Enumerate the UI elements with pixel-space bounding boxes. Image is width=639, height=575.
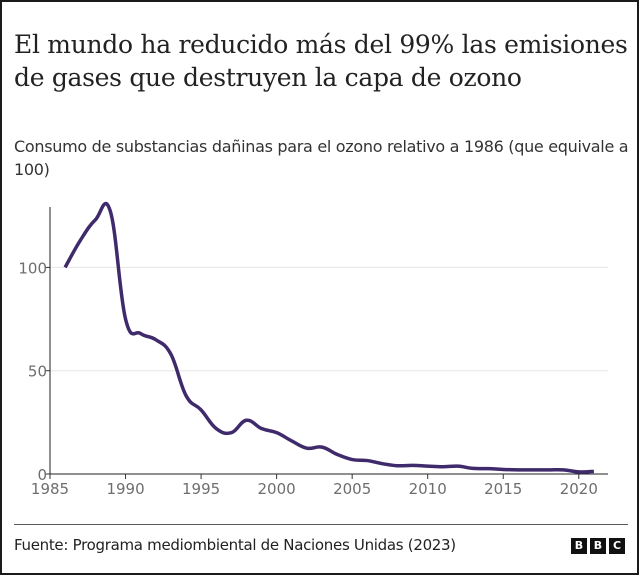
series-line [63,201,594,474]
source-note: Fuente: Programa mediombiental de Nacion… [14,536,456,554]
y-tick-label: 50 [28,363,47,381]
x-tick-label: 1990 [106,480,144,498]
x-tick-labels: 1985 1990 1995 2000 2005 2010 2015 2020 [31,480,598,498]
x-tick-label: 1995 [182,480,220,498]
y-tick-label: 100 [18,259,47,277]
x-tick-label: 2010 [409,480,447,498]
line-chart: 0 50 100 1985 1990 1995 2000 2005 2010 2015 2020 [18,201,608,498]
y-tick-labels: 0 50 100 [18,259,47,484]
chart-subtitle: Consumo de substancias dañinas para el o… [14,137,629,179]
chart-title: El mundo ha reducido más del 99% las emi… [14,30,628,92]
x-tick-label: 2005 [333,480,371,498]
x-tick-label: 2015 [484,480,522,498]
x-tick-label: 2000 [258,480,296,498]
footer-divider [14,524,628,525]
gridlines [50,266,608,372]
bbc-logo-block: B [590,538,606,554]
bbc-logo-block: C [609,538,625,554]
series-layer [63,201,594,474]
x-tick-label: 2020 [560,480,598,498]
bbc-logo-block: B [571,538,587,554]
bbc-logo: B B C [571,538,625,554]
y-tick-label: 0 [37,466,47,484]
x-tick-label: 1985 [31,480,69,498]
axes [45,207,608,479]
